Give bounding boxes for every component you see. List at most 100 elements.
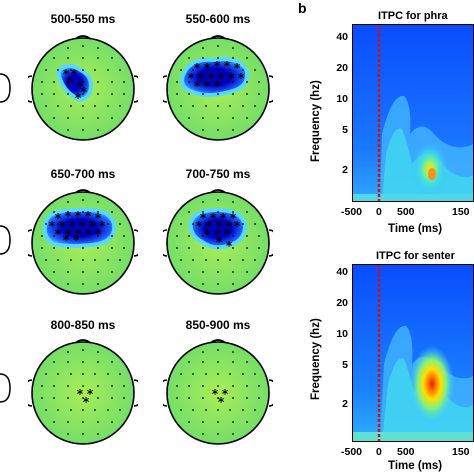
partial-head-left-1 [0, 68, 12, 108]
significant-electrode-icon: * [95, 227, 102, 241]
significant-electrode-icon: * [210, 211, 217, 225]
significant-electrode-icon: * [65, 209, 72, 223]
significant-electrode-icon: * [220, 211, 227, 225]
significant-electrode-icon: * [218, 71, 225, 85]
y-tick: 2 [342, 398, 348, 410]
significant-electrode-icon: * [218, 395, 225, 409]
significant-electrode-icon: * [65, 227, 72, 241]
significant-electrode-icon: * [81, 85, 88, 99]
significant-electrode-icon: * [214, 79, 221, 93]
topomap-head: * * * * * * * * * * * * * * * * * * [28, 188, 138, 298]
significant-electrode-icon: * [204, 61, 211, 75]
x-tick: 150 [452, 446, 470, 458]
significant-electrode-icon: * [77, 79, 84, 93]
x-tick: 0 [376, 446, 382, 458]
x-tick: -500 [341, 206, 363, 218]
y-axis-label: Frequency (hz) [310, 318, 322, 400]
y-tick: 5 [342, 124, 348, 136]
significant-electrode-icon: * [75, 91, 82, 105]
significant-electrode-icon: * [230, 211, 237, 225]
x-tick: 0 [376, 206, 382, 218]
significant-electrode-icon: * [208, 71, 215, 85]
significant-electrode-icon: * [99, 219, 106, 233]
significant-electrode-icon: * [228, 71, 235, 85]
significant-electrode-icon: * [214, 59, 221, 73]
topomap-label: 800-850 ms [50, 318, 116, 332]
significant-electrode-icon: * [71, 67, 78, 81]
itpc-heatmap [352, 24, 474, 202]
significant-electrode-icon: * [55, 211, 62, 225]
significant-electrode-icon: * [226, 219, 233, 233]
topomap-label: 500-550 ms [50, 12, 116, 26]
y-tick: 40 [336, 266, 348, 278]
partial-head-left-3 [0, 368, 12, 408]
x-axis-label: Time (ms) [388, 223, 443, 235]
y-tick: 20 [336, 62, 348, 74]
topomap-head: * * * [163, 338, 273, 448]
significant-electrode-icon: * [63, 233, 70, 247]
significant-electrode-icon: * [63, 67, 70, 81]
significant-electrode-icon: * [204, 79, 211, 93]
topomap-label: 700-750 ms [185, 167, 251, 181]
significant-electrode-icon: * [204, 227, 211, 241]
significant-electrode-icon: * [75, 209, 82, 223]
significant-electrode-icon: * [224, 227, 231, 241]
significant-electrode-icon: * [234, 61, 241, 75]
significant-electrode-icon: * [226, 239, 233, 253]
significant-electrode-icon: * [83, 395, 90, 409]
significant-electrode-icon: * [79, 219, 86, 233]
significant-electrode-icon: * [198, 71, 205, 85]
significant-electrode-icon: * [196, 219, 203, 233]
y-tick: 40 [336, 31, 348, 43]
significant-electrode-icon: * [69, 219, 76, 233]
significant-electrode-icon: * [206, 219, 213, 233]
significant-electrode-icon: * [212, 387, 219, 401]
topomap-label: 550-600 ms [185, 12, 251, 26]
panel-label-b: b [298, 0, 307, 16]
significant-electrode-icon: * [77, 387, 84, 401]
significant-electrode-icon: * [194, 61, 201, 75]
significant-electrode-icon: * [222, 387, 229, 401]
y-tick: 2 [342, 164, 348, 176]
significant-electrode-icon: * [216, 235, 223, 249]
y-tick: 20 [336, 297, 348, 309]
x-axis-label: Time (ms) [388, 460, 443, 472]
x-tick: 500 [397, 206, 415, 218]
significant-electrode-icon: * [55, 227, 62, 241]
significant-electrode-icon: * [188, 71, 195, 85]
significant-electrode-icon: * [67, 75, 74, 89]
significant-electrode-icon: * [85, 209, 92, 223]
topomap-head: * * * [28, 338, 138, 448]
y-tick: 10 [336, 93, 348, 105]
significant-electrode-icon: * [75, 227, 82, 241]
y-axis-label: Frequency (hz) [310, 80, 322, 162]
x-tick: 500 [397, 446, 415, 458]
significant-electrode-icon: * [49, 219, 56, 233]
topomap-label: 850-900 ms [185, 318, 251, 332]
x-tick: -500 [341, 446, 363, 458]
significant-electrode-icon: * [95, 211, 102, 225]
significant-electrode-icon: * [89, 219, 96, 233]
significant-electrode-icon: * [214, 227, 221, 241]
itpc-heatmap [352, 264, 474, 442]
significant-electrode-icon: * [234, 219, 241, 233]
itpc-title: ITPC for senter [376, 250, 455, 262]
x-tick: 150 [452, 206, 470, 218]
significant-electrode-icon: * [85, 227, 92, 241]
significant-electrode-icon: * [238, 71, 245, 85]
y-tick: 5 [342, 359, 348, 371]
significant-electrode-icon: * [73, 233, 80, 247]
itpc-title: ITPC for phra [378, 10, 448, 22]
significant-electrode-icon: * [87, 387, 94, 401]
y-tick: 10 [336, 328, 348, 340]
topomap-head: * * * * * * * * * * * * * * [163, 34, 273, 144]
topomap-head: * * * * * * [28, 34, 138, 144]
topomap-label: 650-700 ms [50, 167, 116, 181]
topomap-head: * * * * * * * * * * * * * * [163, 188, 273, 298]
significant-electrode-icon: * [216, 219, 223, 233]
partial-head-left-2 [0, 220, 12, 260]
significant-electrode-icon: * [59, 219, 66, 233]
significant-electrode-icon: * [224, 59, 231, 73]
significant-electrode-icon: * [194, 79, 201, 93]
significant-electrode-icon: * [200, 211, 207, 225]
